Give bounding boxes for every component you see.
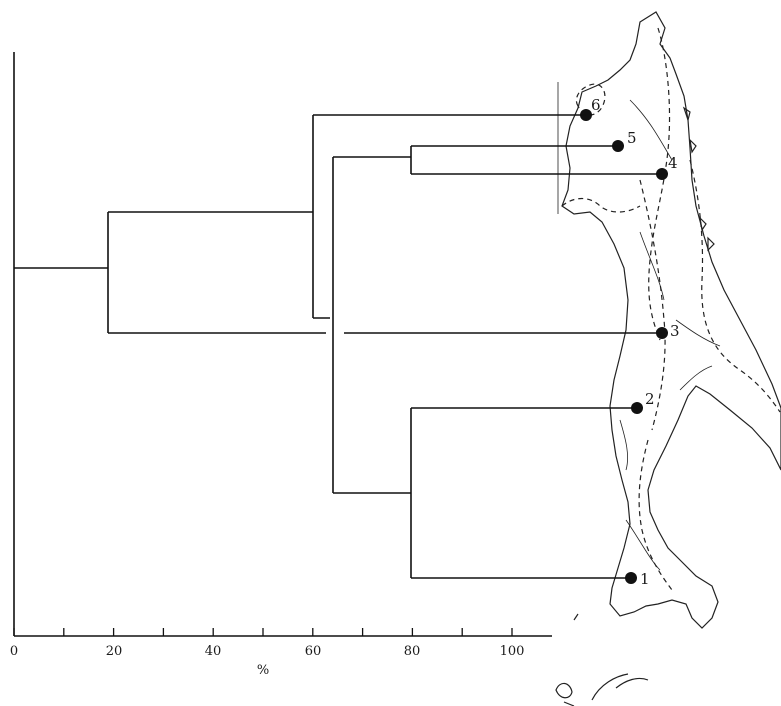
site-label-4: 4: [668, 154, 678, 172]
site-label-2: 2: [645, 390, 655, 408]
x-axis-ticks: [13, 628, 513, 636]
site-label-5: 5: [627, 129, 637, 147]
river-lines: [619, 99, 721, 571]
interior-boundary-c: [639, 179, 666, 431]
island-coastline: [561, 11, 781, 629]
tick-label-40: 40: [205, 644, 222, 659]
island-map: 1 2 3 4 5 6: [555, 11, 781, 706]
interior-boundary-a: [648, 27, 671, 341]
tick-label-100: 100: [500, 644, 525, 659]
southern-islands: [555, 673, 649, 706]
dendrogram: [14, 114, 662, 579]
site-label-6: 6: [591, 96, 601, 114]
interior-boundary-b: [689, 159, 781, 413]
northwest-dotted-coast: [575, 83, 606, 116]
tick-label-80: 80: [404, 644, 421, 659]
east-islets: [573, 106, 715, 621]
axis-unit-label: %: [257, 663, 269, 678]
similarity-axis: 0 20 40 60 80 100 %: [10, 52, 552, 678]
tick-label-0: 0: [10, 644, 18, 659]
tick-label-20: 20: [106, 644, 123, 659]
site-label-1: 1: [640, 570, 650, 588]
interior-boundary-d: [638, 439, 673, 591]
site-label-3: 3: [670, 322, 680, 340]
tick-label-60: 60: [305, 644, 322, 659]
interior-boundary-e: [561, 197, 641, 213]
